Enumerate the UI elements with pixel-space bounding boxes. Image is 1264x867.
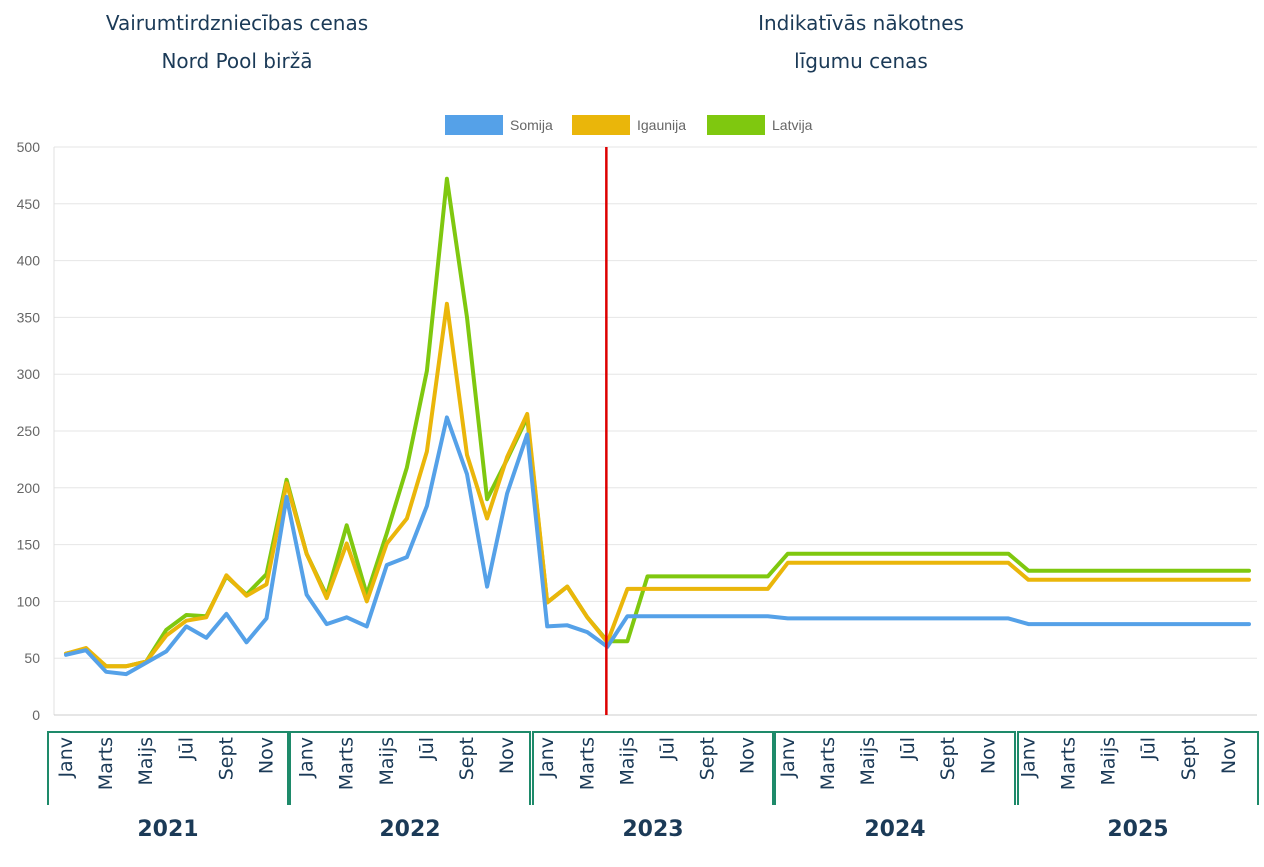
heading-line: līgumu cenas: [794, 49, 928, 73]
legend-swatch-igaunija: [572, 115, 630, 135]
x-tick-label: Maijs: [135, 737, 157, 786]
x-tick-label: Marts: [336, 737, 358, 790]
y-tick-label: 500: [17, 139, 41, 155]
legend-swatch-somija: [445, 115, 503, 135]
year-bracket: [774, 731, 1016, 805]
y-tick-label: 250: [17, 423, 41, 439]
legend-label: Igaunija: [637, 117, 686, 133]
y-tick-label: 350: [17, 309, 41, 325]
year-label: 2022: [379, 817, 440, 842]
x-tick-label: Jūl: [175, 737, 197, 761]
x-tick-label: Maijs: [376, 737, 398, 786]
x-tick-label: Nov: [977, 737, 999, 774]
chart-heading-historical: Vairumtirdzniecības cenas Nord Pool birž…: [27, 4, 447, 80]
x-tick-label: Nov: [737, 737, 759, 774]
y-tick-label: 300: [17, 366, 41, 382]
y-tick-label: 200: [17, 480, 41, 496]
x-tick-label: Nov: [1218, 737, 1240, 774]
year-bracket: [289, 731, 531, 805]
y-tick-label: 100: [17, 593, 41, 609]
x-tick-label: Sept: [456, 737, 478, 780]
y-axis: 0 50 100 150 200 250 300 350 400 450 500: [17, 139, 41, 723]
x-tick-label: Sept: [1178, 737, 1200, 780]
y-tick-label: 150: [17, 537, 41, 553]
heading-line: Vairumtirdzniecības cenas: [105, 11, 369, 35]
series-line-igaunija: [64, 301, 1251, 669]
x-tick-label: Maijs: [616, 737, 638, 786]
x-tick-label: Sept: [697, 737, 719, 780]
year-bracket: [1017, 731, 1259, 805]
legend: Somija Igaunija Latvija: [445, 115, 813, 135]
x-tick-label: Janv: [536, 737, 558, 779]
x-tick-label: Nov: [496, 737, 518, 774]
year-bracket: [47, 731, 289, 805]
x-tick-label: Sept: [937, 737, 959, 780]
series-lines: [64, 176, 1251, 677]
series-line-somija: [64, 415, 1251, 677]
year-label: 2025: [1107, 817, 1168, 842]
x-tick-label: Sept: [215, 737, 237, 780]
x-tick-label: Marts: [95, 737, 117, 790]
year-label: 2024: [864, 817, 925, 842]
x-axis: Janv Marts Maijs Jūl Sept Nov 2021 Janv Marts Mai…: [47, 731, 1259, 842]
x-tick-label: Jūl: [416, 737, 438, 761]
x-tick-label: Jūl: [897, 737, 919, 761]
x-tick-label: Marts: [817, 737, 839, 790]
y-tick-label: 450: [17, 196, 41, 212]
x-tick-label: Nov: [256, 737, 278, 774]
x-tick-label: Jūl: [657, 737, 679, 761]
y-tick-label: 400: [17, 253, 41, 269]
y-tick-label: 50: [24, 650, 40, 666]
year-bracket: [532, 731, 774, 805]
legend-label: Somija: [510, 117, 553, 133]
x-tick-label: Janv: [296, 737, 318, 779]
x-tick-label: Janv: [55, 737, 77, 779]
x-tick-label: Marts: [1058, 737, 1080, 790]
gridlines: [53, 146, 1257, 716]
y-tick-label: 0: [32, 707, 40, 723]
x-tick-label: Marts: [576, 737, 598, 790]
year-label: 2023: [622, 817, 683, 842]
x-tick-label: Maijs: [1098, 737, 1120, 786]
legend-label: Latvija: [772, 117, 813, 133]
chart-heading-futures: Indikatīvās nākotnes līgumu cenas: [651, 4, 1071, 80]
legend-swatch-latvija: [707, 115, 765, 135]
x-tick-label: Janv: [777, 737, 799, 779]
heading-line: Indikatīvās nākotnes: [758, 11, 964, 35]
x-tick-label: Jūl: [1138, 737, 1160, 761]
year-label: 2021: [137, 817, 198, 842]
heading-line: Nord Pool biržā: [161, 49, 313, 73]
x-tick-label: Janv: [1017, 737, 1039, 779]
x-tick-label: Maijs: [857, 737, 879, 786]
series-line-latvija: [64, 176, 1251, 669]
